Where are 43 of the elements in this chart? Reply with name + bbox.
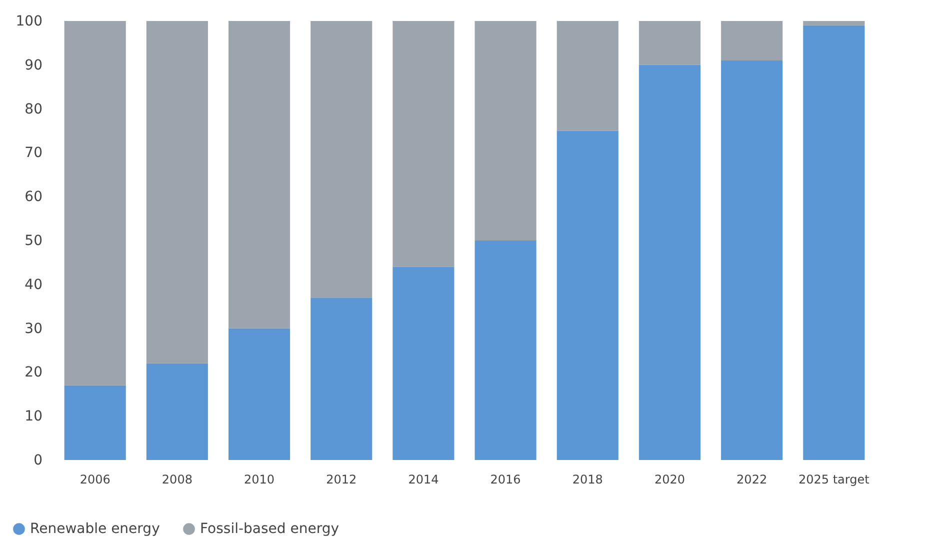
y-tick-label: 60 <box>24 189 42 206</box>
x-tick-label: 2012 <box>326 472 357 486</box>
y-tick-label: 50 <box>24 233 42 249</box>
bar <box>64 21 126 386</box>
y-tick-label: 20 <box>24 364 42 381</box>
bar <box>556 130 618 460</box>
bar <box>310 298 372 460</box>
bar <box>638 21 701 65</box>
legend-label: Fossil-based energy <box>200 521 340 537</box>
y-tick-label: 40 <box>24 276 42 293</box>
x-tick-label: 2020 <box>654 472 685 486</box>
bar <box>556 21 618 131</box>
y-tick-label: 10 <box>24 408 42 425</box>
bar <box>228 21 290 328</box>
bar <box>803 25 865 460</box>
bar <box>803 21 865 26</box>
y-tick-label: 80 <box>24 101 42 118</box>
y-tick-label: 90 <box>24 57 42 74</box>
x-tick-label: 2016 <box>490 472 521 486</box>
bar <box>474 21 536 240</box>
x-tick-label: 2018 <box>572 472 603 486</box>
x-tick-label: 2014 <box>408 472 439 486</box>
bar <box>146 21 208 364</box>
bar <box>392 21 454 267</box>
bar <box>721 21 783 61</box>
bar <box>638 64 701 460</box>
x-tick-label: 2022 <box>736 472 768 486</box>
bar <box>310 21 372 298</box>
bar <box>474 240 536 460</box>
bar <box>228 328 290 460</box>
y-tick-label: 30 <box>24 320 42 337</box>
x-tick-label: 2006 <box>80 472 110 486</box>
bar <box>392 266 454 460</box>
legend-label: Renewable energy <box>30 521 160 537</box>
y-tick-label: 70 <box>24 145 42 162</box>
x-tick-label: 2008 <box>162 472 192 486</box>
x-tick-label: 2025 target <box>798 472 870 486</box>
bar <box>721 60 783 460</box>
x-tick-label: 2010 <box>244 472 275 486</box>
bar <box>64 385 126 460</box>
bar <box>146 363 208 460</box>
y-tick-label: 100 <box>16 14 42 30</box>
y-tick-label: 0 <box>34 452 42 468</box>
